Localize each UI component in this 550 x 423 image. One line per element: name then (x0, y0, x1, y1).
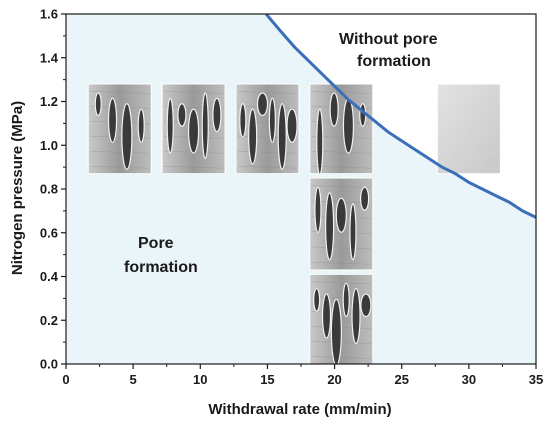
micrographs (87, 83, 501, 366)
x-tick-label: 30 (462, 372, 476, 387)
y-tick-label: 0.8 (40, 182, 58, 197)
x-axis: 0 5 10 15 20 25 30 35 (62, 364, 543, 387)
micrograph-rate-4-bottom (309, 273, 374, 366)
x-tick-label: 20 (327, 372, 341, 387)
label-pore-formation-line2: formation (124, 259, 198, 276)
label-without-pore-formation-line2: formation (357, 53, 431, 70)
micrograph-rate-4-middle (309, 177, 374, 271)
y-tick-label: 0.6 (40, 225, 58, 240)
y-tick-label: 1.2 (40, 94, 58, 109)
micrograph-rate-4-top (309, 83, 374, 176)
x-tick-label: 25 (394, 372, 408, 387)
y-tick-label: 0.4 (40, 269, 59, 284)
x-tick-label: 5 (130, 372, 137, 387)
x-tick-label: 10 (193, 372, 207, 387)
x-tick-label: 15 (260, 372, 274, 387)
micrograph-rate-1 (87, 83, 152, 175)
micrograph-rate-2 (161, 83, 226, 175)
y-tick-label: 1.0 (40, 138, 58, 153)
label-pore-formation: Pore formation (124, 235, 198, 276)
y-tick-label: 1.4 (40, 50, 59, 65)
y-tick-label: 0.2 (40, 313, 58, 328)
y-tick-label: 1.6 (40, 7, 58, 22)
x-tick-label: 35 (529, 372, 543, 387)
micrograph-no-pores (436, 83, 501, 175)
boundary-curve (264, 13, 537, 219)
pore-region-fill (66, 14, 536, 364)
micrograph-rate-3 (235, 83, 300, 175)
y-axis: 0.0 0.2 0.4 0.6 0.8 1.0 1.2 1.4 1.6 (40, 7, 66, 372)
label-without-pore-formation-line1: Without pore (339, 31, 438, 48)
y-tick-label: 0.0 (40, 357, 58, 372)
label-without-pore-formation: Without pore formation (339, 31, 442, 70)
label-pore-formation-line1: Pore (138, 235, 174, 252)
x-axis-title: Withdrawal rate (mm/min) (208, 401, 391, 418)
y-axis-title: Nitrogen pressure (MPa) (9, 101, 26, 275)
x-tick-label: 0 (62, 372, 69, 387)
